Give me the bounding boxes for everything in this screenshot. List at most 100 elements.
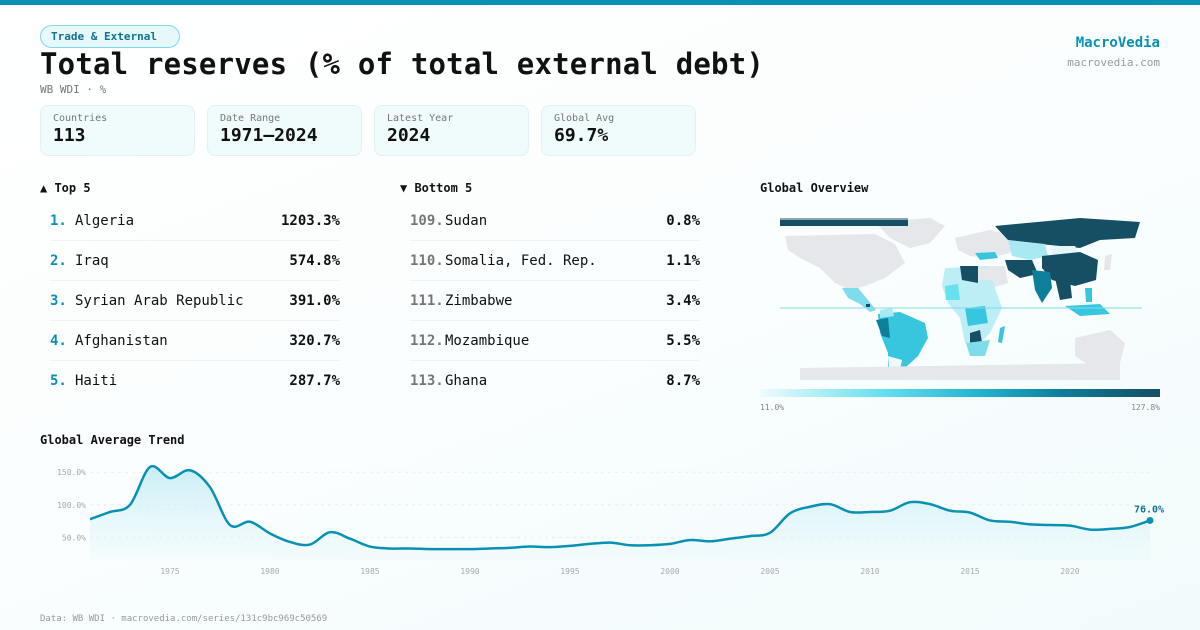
rank-number: 1. — [50, 212, 67, 229]
country-value: 574.8% — [289, 252, 340, 269]
page-title: Total reserves (% of total external debt… — [40, 47, 765, 81]
svg-text:1990: 1990 — [460, 567, 479, 576]
list-item[interactable]: 110. Somalia, Fed. Rep. 1.1% — [410, 241, 700, 281]
legend-min: 11.0% — [760, 403, 785, 412]
map-region-algeria[interactable] — [960, 266, 978, 283]
svg-text:1985: 1985 — [360, 567, 379, 576]
svg-text:2020: 2020 — [1060, 567, 1079, 576]
list-item[interactable]: 4. Afghanistan 320.7% — [50, 321, 340, 361]
svg-text:1995: 1995 — [560, 567, 579, 576]
rank-number: 112. — [410, 332, 444, 349]
country-value: 320.7% — [289, 332, 340, 349]
stat-date-range: Date Range 1971–2024 — [207, 105, 362, 156]
map-region-peru[interactable] — [876, 318, 890, 338]
brand-name[interactable]: MacroVedia — [1075, 35, 1160, 51]
x-axis-ticks: 1975 1980 1985 1990 1995 2000 2005 2010 2015 2020 — [160, 567, 1079, 576]
map-region-west-africa[interactable] — [945, 284, 960, 300]
map-region-europe[interactable] — [955, 230, 1015, 258]
map-region-north-america[interactable] — [785, 234, 905, 290]
country-name: Sudan — [445, 212, 488, 229]
trend-line[interactable] — [89, 464, 1151, 551]
map-region-south-africa[interactable] — [966, 340, 990, 356]
list-item[interactable]: 2. Iraq 574.8% — [50, 241, 340, 281]
last-value-label: 76.0% — [1134, 504, 1164, 515]
map-region-indonesia[interactable] — [1065, 304, 1110, 316]
svg-text:1975: 1975 — [160, 567, 179, 576]
map-region-thailand-vietnam[interactable] — [1055, 278, 1072, 300]
svg-text:50.0%: 50.0% — [62, 533, 86, 542]
stat-countries: Countries 113 — [40, 105, 195, 156]
y-axis-ticks: 50.0% 100.0% 150.0% — [57, 468, 86, 542]
list-item[interactable]: 113. Ghana 8.7% — [410, 361, 700, 401]
svg-text:150.0%: 150.0% — [57, 468, 86, 477]
country-value: 1203.3% — [280, 212, 340, 229]
map-region-antarctica[interactable] — [800, 363, 1120, 380]
top5-list: ▲ Top 5 1. Algeria 1203.3% 2. Iraq 574.8… — [40, 181, 340, 401]
list-item[interactable]: 111. Zimbabwe 3.4% — [410, 281, 700, 321]
country-name: Afghanistan — [75, 332, 168, 349]
country-value: 3.4% — [666, 292, 700, 309]
list-item[interactable]: 5. Haiti 287.7% — [50, 361, 340, 401]
map-region-australia[interactable] — [1075, 330, 1125, 366]
map-region-central-africa[interactable] — [965, 306, 988, 326]
map-region-iran-afghanistan[interactable] — [1005, 260, 1038, 278]
country-name: Somalia, Fed. Rep. — [445, 252, 597, 269]
map-region-colombia[interactable] — [880, 308, 894, 318]
map-region-china[interactable] — [1042, 252, 1098, 286]
country-value: 287.7% — [289, 373, 340, 389]
stat-value: 69.7% — [554, 125, 609, 146]
map-region-arctic-edge — [780, 218, 908, 220]
map-region-russia[interactable] — [995, 218, 1140, 248]
country-value: 1.1% — [666, 252, 700, 269]
category-badge[interactable]: Trade & External — [40, 25, 180, 48]
color-scale-bar — [760, 389, 1160, 397]
footer-source: Data: WB WDI · macrovedia.com/series/131… — [40, 614, 328, 624]
svg-text:2005: 2005 — [760, 567, 779, 576]
stat-label: Countries — [53, 113, 108, 124]
list-item[interactable]: 109. Sudan 0.8% — [410, 201, 700, 241]
svg-text:2000: 2000 — [660, 567, 679, 576]
country-value: 8.7% — [666, 373, 700, 389]
stats-row: Countries 113 Date Range 1971–2024 Lates… — [40, 105, 696, 156]
country-value: 391.0% — [289, 292, 340, 309]
stat-value: 2024 — [387, 125, 431, 146]
map-region-kazakhstan[interactable] — [1008, 240, 1048, 260]
rank-number: 5. — [50, 373, 67, 389]
rank-number: 2. — [50, 252, 67, 269]
world-map[interactable] — [780, 208, 1142, 380]
stat-value: 113 — [53, 125, 86, 146]
bottom5-heading: ▼ Bottom 5 — [400, 181, 473, 195]
country-name: Zimbabwe — [445, 292, 513, 309]
trend-area — [90, 466, 1150, 560]
page-subtitle: WB WDI · % — [40, 83, 107, 96]
country-name: Iraq — [75, 252, 109, 269]
map-region-libya-egypt[interactable] — [978, 268, 992, 280]
svg-text:2010: 2010 — [860, 567, 879, 576]
last-point-marker[interactable] — [1146, 516, 1154, 524]
list-item[interactable]: 3. Syrian Arab Republic 391.0% — [50, 281, 340, 321]
map-region-arctic-band[interactable] — [780, 220, 908, 226]
rank-number: 110. — [410, 252, 444, 269]
map-region-honduras[interactable] — [866, 304, 870, 307]
rank-number: 109. — [410, 212, 444, 229]
map-title: Global Overview — [760, 181, 869, 195]
country-name: Algeria — [75, 212, 135, 229]
svg-text:1980: 1980 — [260, 567, 279, 576]
country-name: Syrian Arab Republic — [75, 292, 244, 309]
map-region-madagascar[interactable] — [998, 326, 1005, 343]
trend-chart[interactable]: 50.0% 100.0% 150.0% 1975 1980 1985 1990 1995 20… — [0, 450, 1200, 590]
map-region-philippines[interactable] — [1085, 288, 1092, 302]
map-region-zambia-zimbabwe[interactable] — [970, 330, 982, 343]
map-region-japan[interactable] — [1104, 254, 1112, 270]
stat-label: Latest Year — [387, 113, 454, 124]
country-name: Mozambique — [445, 332, 530, 349]
list-item[interactable]: 112. Mozambique 5.5% — [410, 321, 700, 361]
brand-url[interactable]: macrovedia.com — [1067, 56, 1160, 69]
stat-label: Date Range — [220, 113, 281, 124]
stat-label: Global Avg — [554, 113, 615, 124]
brand: MacroVedia macrovedia.com — [1067, 35, 1160, 69]
rank-number: 113. — [410, 373, 444, 389]
list-item[interactable]: 1. Algeria 1203.3% — [50, 201, 340, 241]
map-region-india[interactable] — [1032, 270, 1052, 303]
map-region-turkey[interactable] — [975, 252, 998, 260]
